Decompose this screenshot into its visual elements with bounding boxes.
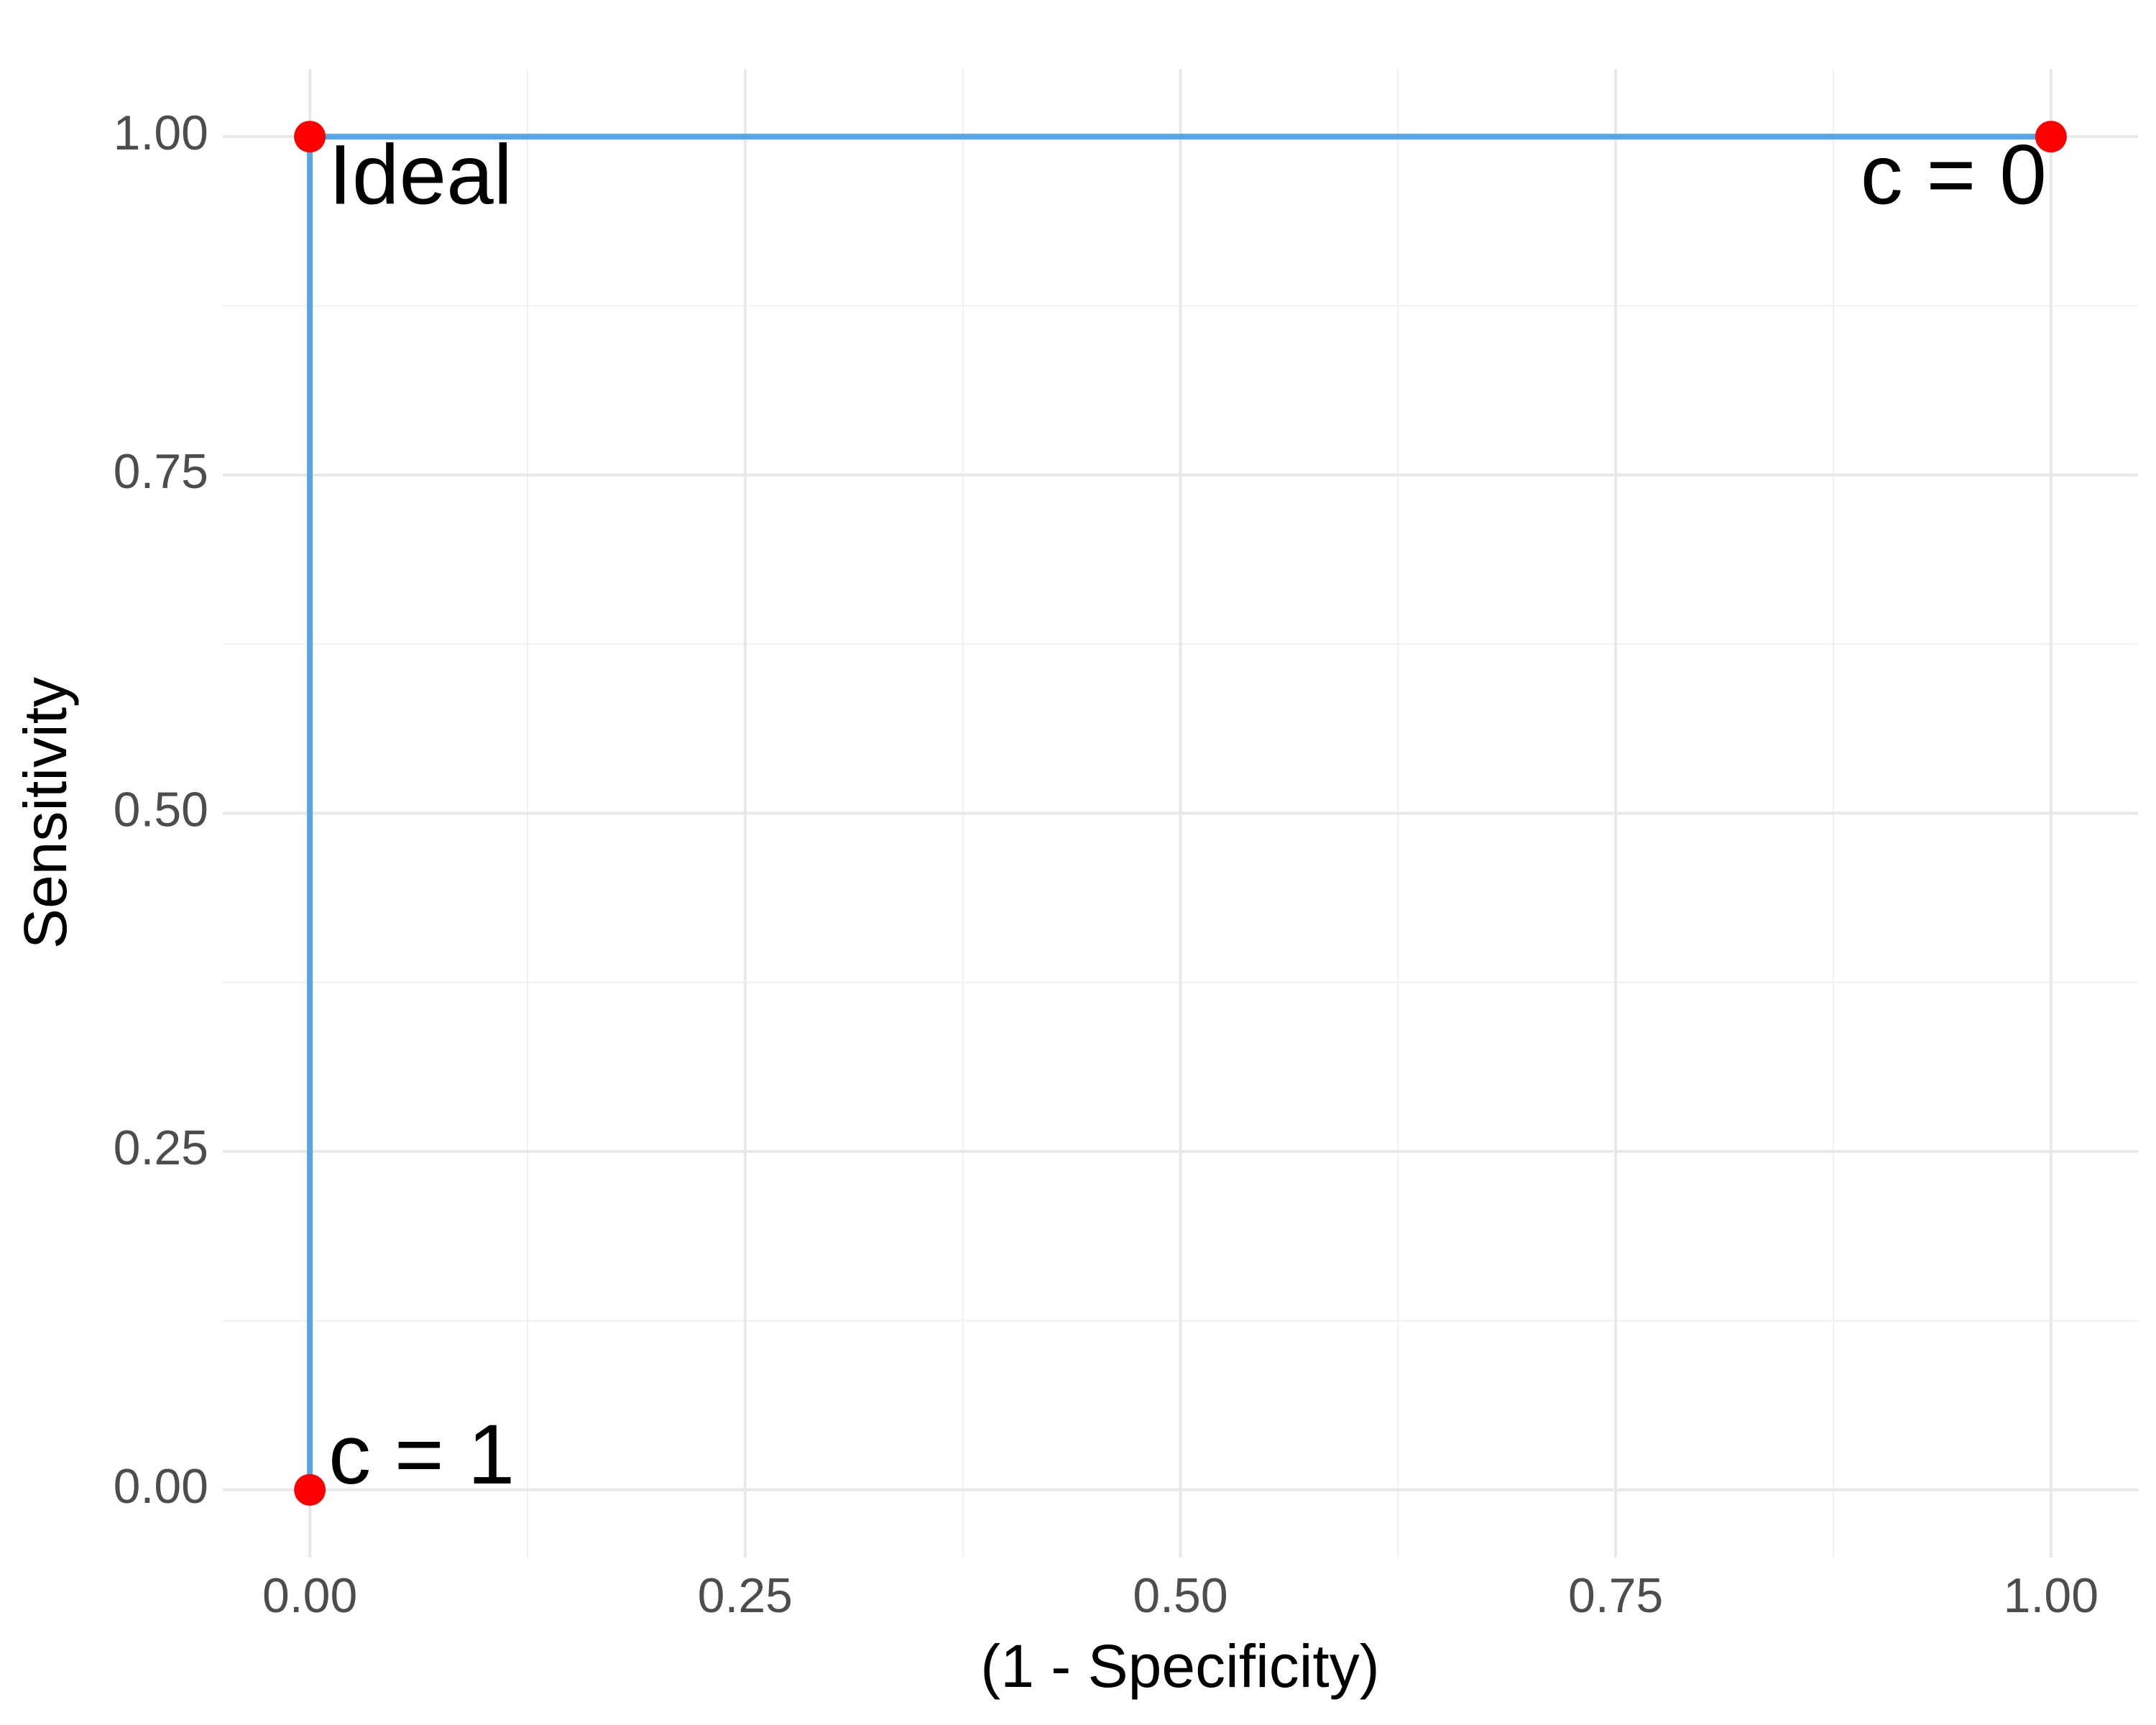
y-tick-label: 0.50 bbox=[114, 782, 208, 837]
point bbox=[294, 1473, 326, 1506]
annotation: Ideal bbox=[328, 127, 512, 222]
y-tick-label: 0.75 bbox=[114, 444, 208, 499]
annotation: c = 1 bbox=[328, 1407, 515, 1502]
annotation: c = 0 bbox=[1861, 127, 2047, 222]
y-tick-label: 0.00 bbox=[114, 1459, 208, 1514]
y-tick-label: 1.00 bbox=[114, 106, 208, 160]
x-tick-label: 0.50 bbox=[1133, 1568, 1227, 1623]
x-axis-title: (1 - Specificity) bbox=[980, 1632, 1379, 1700]
point bbox=[2035, 121, 2067, 153]
x-tick-label: 0.00 bbox=[262, 1568, 357, 1623]
y-tick-label: 0.25 bbox=[114, 1121, 208, 1175]
x-tick-label: 1.00 bbox=[2004, 1568, 2099, 1623]
x-tick-label: 0.75 bbox=[1568, 1568, 1663, 1623]
y-axis-title: Sensitivity bbox=[11, 677, 79, 949]
point bbox=[294, 121, 326, 153]
x-tick-label: 0.25 bbox=[698, 1568, 793, 1623]
